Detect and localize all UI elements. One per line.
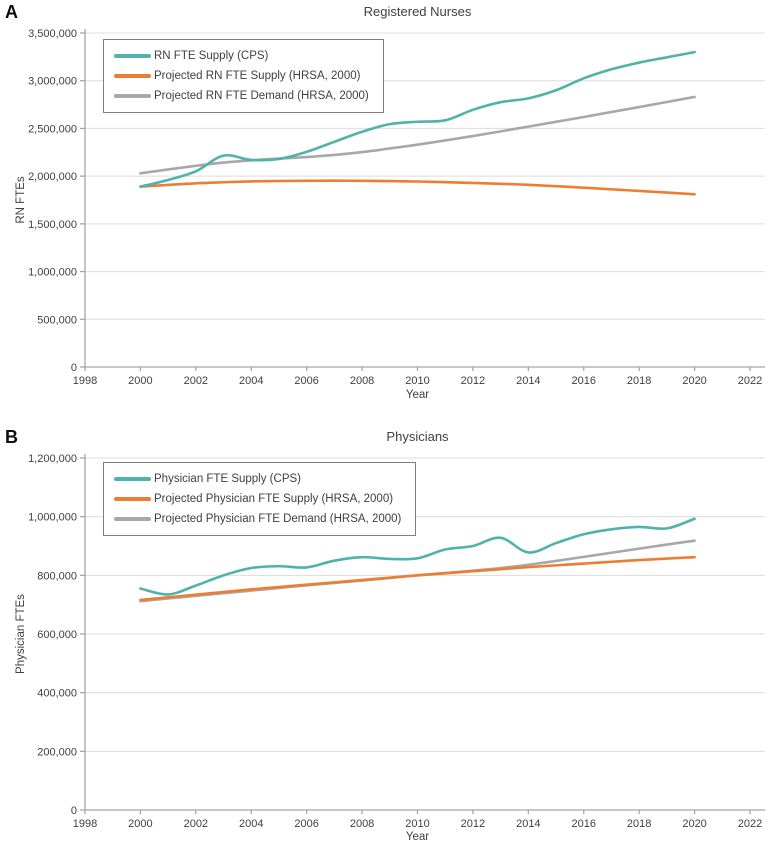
x-axis-title-year-a: Year <box>405 389 430 401</box>
panel-registered-nurses: A Registered Nurses RN FTEs 0 500,000 1,00… <box>5 2 765 401</box>
x-tick-label: 2020 <box>682 818 706 830</box>
x-tick-label: 2014 <box>516 375 540 387</box>
series-line-2 <box>139 179 696 196</box>
y-tick-label: 1,000,000 <box>28 267 77 279</box>
chart-title-registered-nurses: Registered Nurses <box>363 4 472 19</box>
series-line-3 <box>139 95 696 175</box>
x-tick-label: 2006 <box>294 818 318 830</box>
legend-item: Projected Physician FTE Demand (HRSA, 20… <box>114 509 401 529</box>
panel-letter-b: B <box>5 427 18 447</box>
x-tick-label: 2016 <box>572 818 596 830</box>
y-tick-label: 1,000,000 <box>28 512 77 524</box>
y-tick-label: 500,000 <box>37 314 77 326</box>
legend-label: Projected Physician FTE Supply (HRSA, 20… <box>154 493 394 505</box>
y-tick-label: 0 <box>71 362 77 374</box>
x-tick-label: 2002 <box>184 375 208 387</box>
panel-physicians: B Physicians Physician FTEs 0 200,000 400,… <box>0 425 769 850</box>
x-tick-label: 2016 <box>572 375 596 387</box>
legend-line-swatch <box>114 74 151 78</box>
x-tick-label: 2012 <box>461 375 485 387</box>
x-tick-label: 2022 <box>738 818 762 830</box>
legend-label: Projected Physician FTE Demand (HRSA, 20… <box>154 513 402 525</box>
x-tick-label: 1998 <box>73 818 97 830</box>
chart-canvas-a: 0 500,000 1,000,000 1,500,000 2,000,000 2,500… <box>28 28 765 387</box>
x-tick-label: 2006 <box>294 375 318 387</box>
y-tick-label: 3,000,000 <box>28 76 77 88</box>
x-tick-label: 2008 <box>350 375 374 387</box>
series-line-2 <box>139 555 696 602</box>
y-tick-label: 3,500,000 <box>28 28 77 40</box>
y-tick-label: 0 <box>71 805 77 817</box>
legend-b: Physician FTE Supply (CPS) Projected Phys… <box>103 462 417 536</box>
chart-title-physicians: Physicians <box>386 429 449 444</box>
legend-line-swatch <box>114 497 151 501</box>
legend-item: Projected RN FTE Supply (HRSA, 2000) <box>114 66 369 86</box>
y-tick-label: 2,500,000 <box>28 123 77 135</box>
x-tick-label: 2004 <box>239 375 263 387</box>
legend-item: Projected RN FTE Demand (HRSA, 2000) <box>114 86 369 106</box>
x-tick-label: 2008 <box>350 818 374 830</box>
legend-item: RN FTE Supply (CPS) <box>114 46 369 66</box>
y-tick-label: 1,200,000 <box>28 453 77 465</box>
legend-line-swatch <box>114 517 151 521</box>
x-tick-label: 2014 <box>516 818 540 830</box>
y-tick-label: 600,000 <box>37 629 77 641</box>
legend-label: RN FTE Supply (CPS) <box>154 50 269 62</box>
legend-label: Projected RN FTE Demand (HRSA, 2000) <box>154 90 369 102</box>
y-tick-label: 1,500,000 <box>28 219 77 231</box>
legend-line-swatch <box>114 94 151 98</box>
x-tick-label: 1998 <box>73 375 97 387</box>
x-tick-label: 2018 <box>627 375 651 387</box>
x-tick-label: 2012 <box>461 818 485 830</box>
legend-item: Physician FTE Supply (CPS) <box>114 469 401 489</box>
x-tick-label: 2004 <box>239 818 263 830</box>
series-line-1 <box>139 517 696 596</box>
y-tick-label: 2,000,000 <box>28 171 77 183</box>
x-tick-label: 2000 <box>128 818 152 830</box>
x-tick-label: 2010 <box>405 818 429 830</box>
x-tick-label: 2002 <box>184 818 208 830</box>
legend-line-swatch <box>114 477 151 481</box>
x-tick-label: 2010 <box>405 375 429 387</box>
y-tick-label: 400,000 <box>37 688 77 700</box>
x-tick-label: 2000 <box>128 375 152 387</box>
x-tick-label: 2018 <box>627 818 651 830</box>
y-tick-label: 200,000 <box>37 746 77 758</box>
panel-letter-a: A <box>5 2 18 22</box>
legend-label: Physician FTE Supply (CPS) <box>154 473 301 485</box>
legend-item: Projected Physician FTE Supply (HRSA, 20… <box>114 489 401 509</box>
legend-line-swatch <box>114 54 151 58</box>
legend-a: RN FTE Supply (CPS) Projected RN FTE Supp… <box>103 39 384 113</box>
y-tick-label: 800,000 <box>37 570 77 582</box>
x-axis-title-year-b: Year <box>405 831 430 843</box>
series-line-1 <box>139 50 696 188</box>
x-tick-label: 2022 <box>738 375 762 387</box>
legend-label: Projected RN FTE Supply (HRSA, 2000) <box>154 70 361 82</box>
chart-canvas-b: 0 200,000 400,000 600,000 800,000 1,000,000 1,… <box>28 453 765 830</box>
x-tick-label: 2020 <box>682 375 706 387</box>
